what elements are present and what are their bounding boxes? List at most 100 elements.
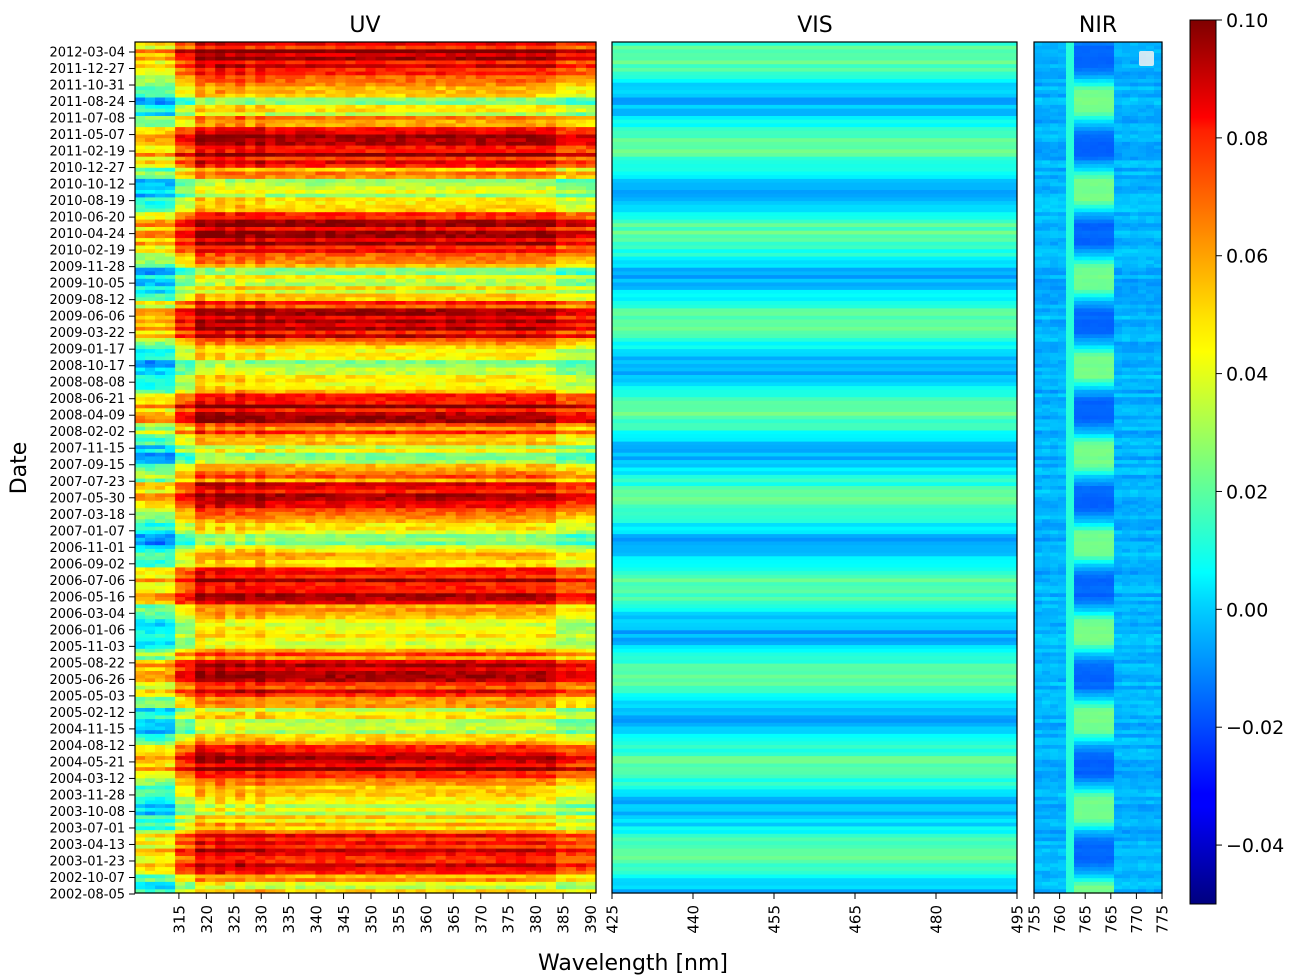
date-tick-label: 2010-02-19 (49, 244, 125, 259)
wavelength-tick-label: 350 (362, 905, 380, 934)
wavelength-tick-label: 765 (1102, 905, 1120, 934)
date-tick-label: 2008-02-02 (49, 425, 125, 440)
date-tick-label: 2009-06-06 (49, 310, 125, 325)
wavelength-tick-label: 370 (472, 905, 490, 934)
date-tick-label: 2009-01-17 (49, 343, 125, 358)
wavelength-tick-label: 335 (280, 905, 298, 934)
colorbar (1189, 19, 1217, 905)
date-tick-label: 2010-12-27 (49, 161, 125, 176)
date-tick-label: 2006-07-06 (49, 574, 125, 589)
date-tick-label: 2008-10-17 (49, 359, 125, 374)
date-tick-label: 2011-08-24 (49, 95, 125, 110)
date-tick-label: 2011-02-19 (49, 145, 125, 160)
colorbar-tick-label: 0.00 (1226, 599, 1268, 621)
colorbar-tick-label: 0.04 (1226, 364, 1268, 386)
wavelength-tick-label: 755 (1026, 905, 1044, 934)
colorbar-tick-label: 0.08 (1226, 128, 1268, 150)
nir-heatmap-panel (1033, 41, 1163, 894)
date-tick-label: 2006-11-01 (49, 541, 125, 556)
wavelength-tick-label: 330 (253, 905, 271, 934)
date-tick-label: 2006-05-16 (49, 590, 125, 605)
wavelength-tick-label: 760 (1051, 905, 1069, 934)
wavelength-tick-label: 495 (1009, 905, 1027, 934)
wavelength-tick-label: 465 (847, 905, 865, 934)
wavelength-tick-label: 315 (170, 905, 188, 934)
date-tick-label: 2009-11-28 (49, 260, 125, 275)
date-tick-label: 2003-01-23 (49, 854, 125, 869)
vis-heatmap-panel (611, 41, 1018, 894)
date-tick-label: 2010-08-19 (49, 194, 125, 209)
wavelength-tick-label: 365 (445, 905, 463, 934)
date-tick-label: 2009-08-12 (49, 293, 125, 308)
date-tick-label: 2009-10-05 (49, 277, 125, 292)
colorbar-tick-label: 0.10 (1226, 10, 1268, 32)
date-tick-label: 2004-05-21 (49, 755, 125, 770)
date-tick-label: 2007-03-18 (49, 508, 125, 523)
colorbar-tick-label: 0.02 (1226, 481, 1268, 503)
wavelength-tick-label: 325 (225, 905, 243, 934)
date-tick-label: 2010-10-12 (49, 178, 125, 193)
wavelength-tick-label: 775 (1154, 905, 1172, 934)
y-axis-label: Date (7, 442, 32, 495)
wavelength-tick-label: 360 (417, 905, 435, 934)
date-tick-label: 2005-06-26 (49, 673, 125, 688)
wavelength-tick-label: 425 (604, 905, 622, 934)
date-tick-label: 2007-01-07 (49, 524, 125, 539)
colorbar-tick-label: 0.06 (1226, 246, 1268, 268)
wavelength-tick-label: 320 (198, 905, 216, 934)
date-tick-label: 2007-11-15 (49, 442, 125, 457)
colorbar-tick-label: −0.02 (1226, 717, 1284, 739)
date-tick-label: 2003-11-28 (49, 788, 125, 803)
date-tick-label: 2007-09-15 (49, 458, 125, 473)
date-tick-label: 2003-07-01 (49, 821, 125, 836)
date-tick-label: 2006-01-06 (49, 623, 125, 638)
date-tick-label: 2011-05-07 (49, 128, 125, 143)
wavelength-tick-label: 340 (308, 905, 326, 934)
date-tick-label: 2012-03-04 (49, 46, 125, 61)
date-tick-label: 2004-08-12 (49, 739, 125, 754)
panel-title-nir: NIR (1079, 13, 1117, 38)
date-tick-label: 2003-10-08 (49, 805, 125, 820)
date-tick-label: 2011-12-27 (49, 62, 125, 77)
panel-title-uv: UV (349, 13, 380, 38)
wavelength-tick-label: 355 (390, 905, 408, 934)
date-tick-label: 2004-03-12 (49, 772, 125, 787)
date-tick-label: 2002-10-07 (49, 871, 125, 886)
date-tick-label: 2004-11-15 (49, 722, 125, 737)
date-tick-label: 2008-08-08 (49, 376, 125, 391)
wavelength-tick-label: 345 (335, 905, 353, 934)
date-tick-label: 2008-04-09 (49, 409, 125, 424)
date-tick-label: 2010-04-24 (49, 227, 125, 242)
wavelength-tick-label: 385 (555, 905, 573, 934)
date-tick-label: 2008-06-21 (49, 392, 125, 407)
date-tick-label: 2003-04-13 (49, 838, 125, 853)
date-tick-label: 2011-07-08 (49, 112, 125, 127)
wavelength-tick-label: 390 (582, 905, 600, 934)
wavelength-tick-label: 770 (1128, 905, 1146, 934)
date-tick-label: 2006-03-04 (49, 607, 125, 622)
date-tick-label: 2005-08-22 (49, 656, 125, 671)
date-tick-label: 2009-03-22 (49, 326, 125, 341)
date-tick-label: 2010-06-20 (49, 211, 125, 226)
panel-title-vis: VIS (797, 13, 833, 38)
date-tick-label: 2006-09-02 (49, 557, 125, 572)
wavelength-tick-label: 440 (685, 905, 703, 934)
date-tick-label: 2005-02-12 (49, 706, 125, 721)
colorbar-ticks: 0.10 0.08 0.06 0.04 0.02 0.00 −0.02 −0.04 (1216, 10, 1284, 857)
wavelength-tick-label: 380 (527, 905, 545, 934)
date-tick-label: 2005-11-03 (49, 640, 125, 655)
wavelength-tick-label: 375 (500, 905, 518, 934)
date-tick-label: 2007-07-23 (49, 475, 125, 490)
wavelength-tick-label: 480 (928, 905, 946, 934)
date-tick-label: 2005-05-03 (49, 689, 125, 704)
wavelength-axis-ticks: 315 320 325 330 335 340 345 350 355 360 365 370 375 3… (170, 893, 1172, 934)
date-tick-label: 2011-10-31 (49, 79, 125, 94)
wavelength-tick-label: 455 (766, 905, 784, 934)
date-tick-label: 2002-08-05 (49, 888, 125, 903)
uv-heatmap-panel (134, 41, 597, 894)
wavelength-tick-label: 765 (1077, 905, 1095, 934)
colorbar-tick-label: −0.04 (1226, 835, 1284, 857)
legend-patch (1139, 51, 1154, 66)
